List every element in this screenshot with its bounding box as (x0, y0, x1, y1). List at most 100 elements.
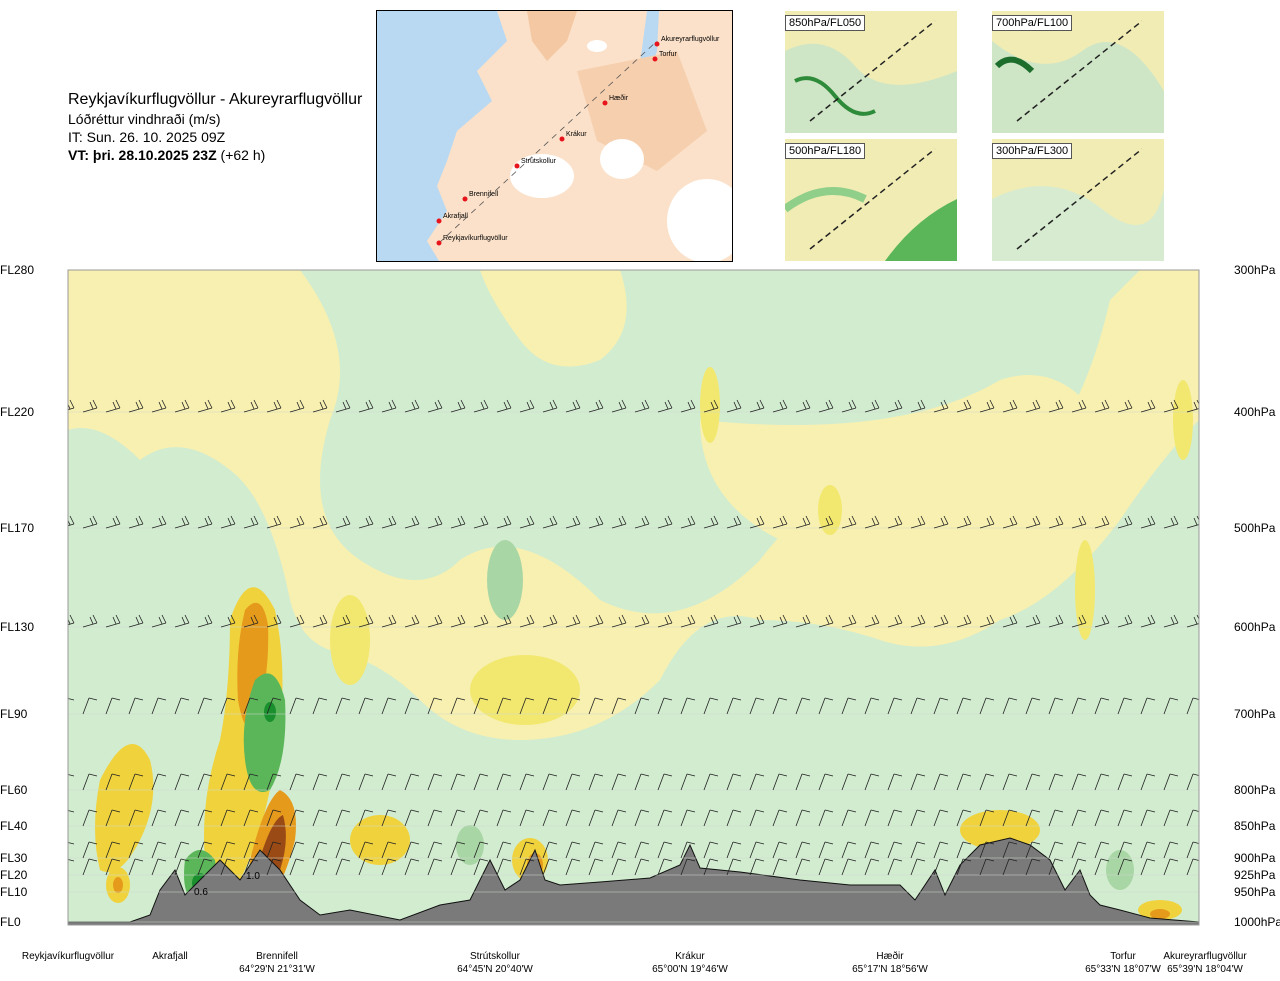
wind-barb (1048, 841, 1064, 859)
mini-map-300-svg (992, 139, 1164, 261)
wind-barb (1186, 809, 1199, 827)
wind-barb (1071, 515, 1087, 529)
fl-tick-label: FL10 (0, 885, 28, 899)
wind-barb (83, 270, 85, 271)
wind-barb (657, 858, 673, 876)
wind-barb (220, 614, 236, 628)
wind-barb (1002, 697, 1018, 715)
wind-barb (335, 858, 351, 876)
map-point-label: Krákur (566, 131, 587, 138)
wind-barb (1071, 809, 1087, 827)
wind-barb (197, 697, 213, 715)
updraft-moderate (350, 815, 410, 865)
plot-area (60, 258, 1199, 925)
wind-barb (220, 515, 236, 529)
wind-barb (519, 841, 535, 859)
pressure-tick-label: 400hPa (1234, 405, 1276, 419)
wind-barb (450, 614, 466, 628)
wind-barb (358, 697, 374, 715)
wind-barb (657, 773, 673, 791)
wind-barb (243, 773, 259, 791)
plot-frame (67, 269, 1200, 926)
wind-barb (519, 773, 535, 791)
wind-barb (565, 809, 581, 827)
wind-barb (1117, 399, 1133, 413)
wind-barb (289, 399, 305, 413)
wind-barb (887, 858, 903, 876)
wind-barb (887, 809, 903, 827)
wind-barb (956, 841, 972, 859)
wind-barb (451, 270, 453, 271)
pressure-tick-label: 925hPa (1234, 868, 1276, 882)
wind-barb (519, 515, 535, 529)
wind-barb (266, 614, 282, 628)
wind-barb (542, 858, 558, 876)
wind-barb (1025, 515, 1041, 529)
wind-barb (358, 841, 374, 859)
location-coord: 65°17'N 18°56'W (852, 964, 928, 975)
wind-barb (1117, 809, 1133, 827)
map-point (602, 100, 608, 106)
wind-barb (726, 614, 742, 628)
wind-barb (244, 270, 246, 271)
mini-route (809, 148, 936, 250)
wind-barb (887, 773, 903, 791)
annotation-1-0: 1.0 (246, 871, 260, 882)
wind-barb (726, 809, 742, 827)
wind-barb (611, 697, 627, 715)
wind-barb (1071, 399, 1087, 413)
wind-barbs (60, 258, 1199, 923)
location-coord: 65°00'N 19°46'W (652, 964, 728, 975)
wind-barb (795, 697, 811, 715)
mini-field (785, 43, 957, 133)
updraft-strong (113, 877, 123, 893)
wind-barb (358, 858, 374, 876)
wind-barb (312, 697, 328, 715)
wind-barb (1048, 697, 1064, 715)
location-name: Reykjavíkurflugvöllur (21, 951, 115, 962)
wind-barb (243, 858, 259, 876)
wind-barb (289, 697, 305, 715)
wind-barb (1163, 399, 1179, 413)
wind-barb (634, 773, 650, 791)
location-name: Strútskollur (469, 951, 520, 962)
wind-barb (1163, 697, 1179, 715)
mini-map-label: 300hPa/FL300 (992, 143, 1073, 159)
wind-barb (703, 614, 719, 628)
wind-barb (174, 515, 190, 529)
wind-barb (1025, 773, 1041, 791)
wind-barb (680, 614, 696, 628)
wind-barb (657, 515, 673, 529)
updraft-weak (818, 485, 842, 535)
wind-barb (1186, 858, 1199, 876)
wind-barb (657, 841, 673, 859)
wind-barb (749, 858, 765, 876)
wind-barb (1140, 614, 1156, 628)
wind-barb (358, 614, 374, 628)
wind-barb (151, 697, 167, 715)
wind-barb (795, 809, 811, 827)
wind-barb (312, 773, 328, 791)
wind-barb (313, 270, 315, 271)
wind-barb (910, 515, 926, 529)
wind-barb (887, 697, 903, 715)
fl-tick-label: FL280 (0, 263, 35, 277)
wind-barb (381, 399, 397, 413)
wind-barb (588, 773, 604, 791)
wind-barb (60, 258, 74, 270)
wind-barb (381, 515, 397, 529)
wind-barb (887, 841, 903, 859)
wind-barb (105, 773, 121, 791)
wind-barb (565, 773, 581, 791)
wind-barb (1186, 697, 1199, 715)
wind-barb (864, 773, 880, 791)
wind-barb (795, 614, 811, 628)
fl-tick-label: FL130 (0, 620, 35, 634)
wind-barb (358, 773, 374, 791)
wind-barb (657, 614, 673, 628)
wind-barb (427, 399, 443, 413)
location-coord: 65°39'N 18°04'W (1167, 964, 1243, 975)
wind-barb (82, 858, 98, 876)
wind-barb (174, 809, 190, 827)
